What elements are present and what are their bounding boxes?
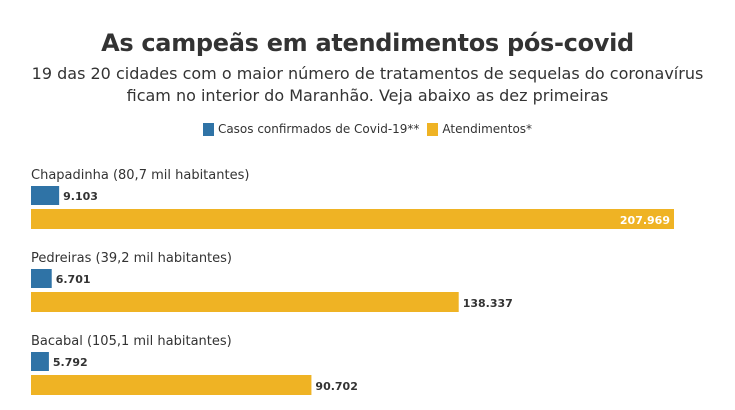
chart-title: As campeãs em atendimentos pós-covid [101, 29, 634, 57]
legend-label-cases: Casos confirmados de Covid-19** [217, 122, 420, 136]
legend-item-cases[interactable]: Casos confirmados de Covid-19** [202, 122, 420, 136]
bar-attendances-chapadinha [31, 209, 674, 229]
bar-cases-chapadinha [31, 186, 60, 205]
bar-cases-bacabal [31, 352, 49, 371]
value-label-cases-chapadinha: 9.103 [63, 190, 98, 203]
legend-label-attendances: Atendimentos* [442, 122, 533, 136]
chart-subtitle: 19 das 20 cidades com o maior número de … [31, 64, 704, 105]
category-label-pedreiras: Pedreiras (39,2 mil habitantes) [31, 251, 232, 266]
value-label-cases-pedreiras: 6.701 [56, 273, 91, 286]
value-label-attendances-chapadinha: 207.969 [620, 214, 670, 227]
value-label-attendances-bacabal: 90.702 [315, 380, 357, 393]
category-label-chapadinha: Chapadinha (80,7 mil habitantes) [31, 168, 249, 183]
legend-swatch-cases [202, 122, 214, 136]
bar-attendances-pedreiras [31, 292, 459, 312]
value-label-cases-bacabal: 5.792 [53, 356, 88, 369]
legend-swatch-attendances [427, 122, 439, 136]
value-label-attendances-pedreiras: 138.337 [463, 297, 513, 310]
legend: Casos confirmados de Covid-19** Atendime… [0, 122, 735, 136]
legend-item-attendances[interactable]: Atendimentos* [427, 122, 532, 136]
category-label-bacabal: Bacabal (105,1 mil habitantes) [31, 334, 232, 349]
bar-cases-pedreiras [31, 269, 52, 288]
bar-attendances-bacabal [31, 375, 312, 395]
